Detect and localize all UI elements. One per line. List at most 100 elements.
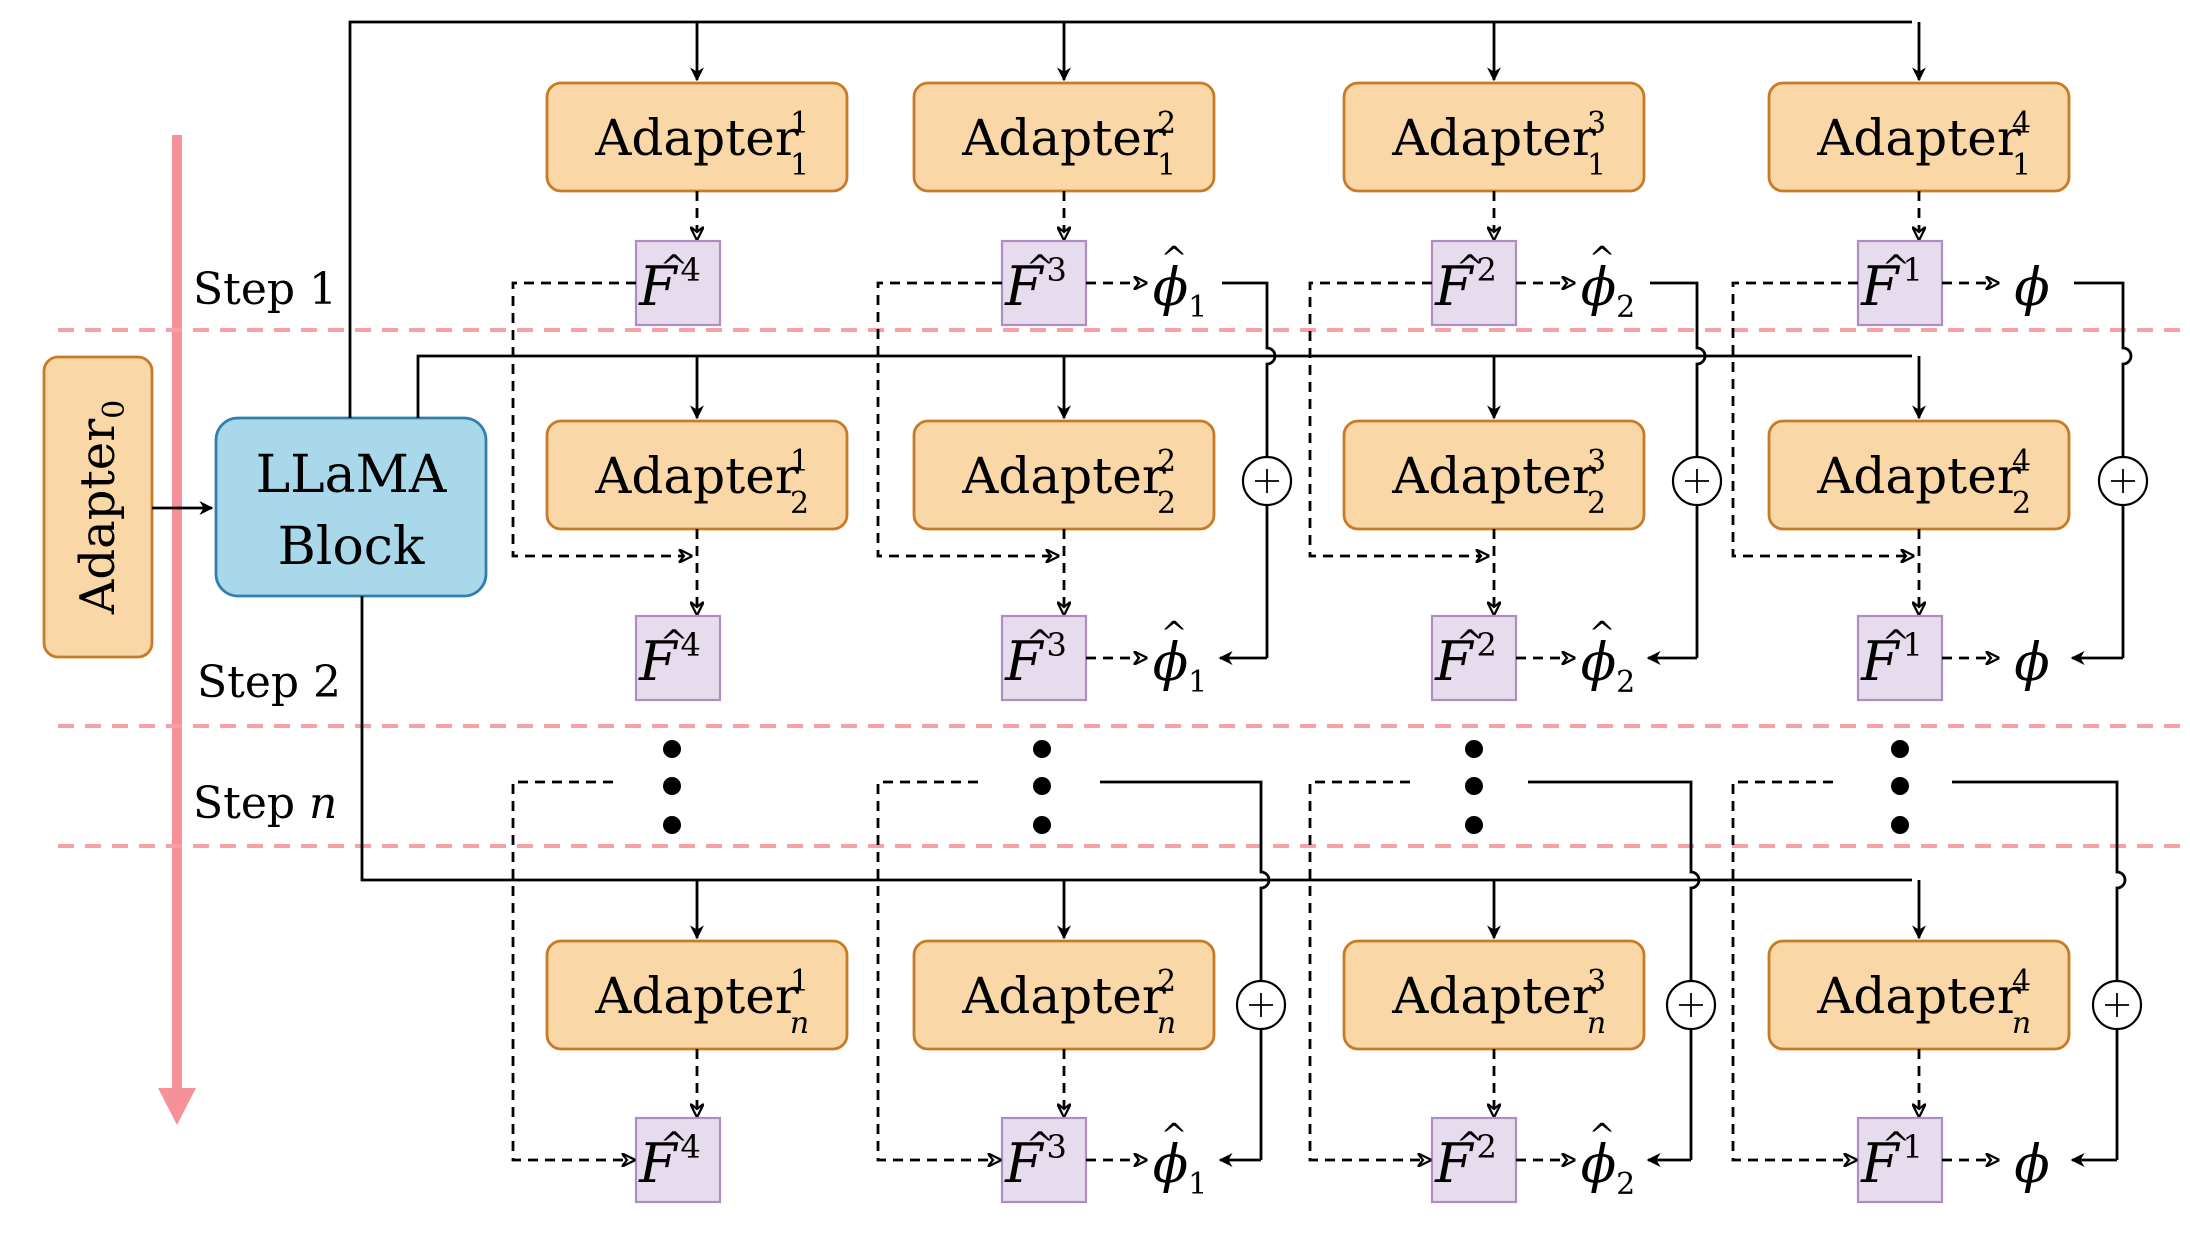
adapter-label: Adapter1 2 [594, 444, 809, 521]
hat-mark: ^ [1161, 1116, 1188, 1154]
f-hat-node [1856, 614, 1944, 702]
hat-mark: ^ [1456, 623, 1485, 663]
phi-label: ϕ1 [1153, 258, 1208, 325]
skip-connection [1731, 281, 1913, 556]
adapter-label: Adapter3 n [1391, 964, 1606, 1041]
f-hat-node [634, 239, 722, 327]
hat-mark: ^ [1456, 248, 1485, 288]
adapter-label: Adapter2 2 [961, 444, 1176, 521]
ellipsis-dot [1033, 816, 1051, 834]
hat-mark: ^ [660, 248, 689, 288]
f-hat-node [634, 614, 722, 702]
svg-text:Block: Block [278, 517, 425, 577]
hat-mark: ^ [1882, 1125, 1911, 1165]
adapter-label: Adapter4 1 [1816, 106, 2031, 183]
hat-mark: ^ [1589, 1116, 1616, 1154]
ellipsis-dot [1465, 777, 1483, 795]
residual-rail [1222, 281, 1277, 457]
f-hat-node [1430, 239, 1518, 327]
llama-block: LLaMA Block [214, 416, 488, 598]
f-hat-node [1000, 614, 1088, 702]
residual-rail [2074, 281, 2133, 457]
skip-connection [876, 281, 1058, 556]
f-hat-node [1430, 614, 1518, 702]
ellipsis-dot [1891, 777, 1909, 795]
skip-connection [876, 780, 1000, 1160]
ellipsis-dot [1891, 740, 1909, 758]
phi-label: ϕ2 [1581, 258, 1636, 325]
ellipsis-dot [663, 816, 681, 834]
adapter-label: Adapter4 2 [1816, 444, 2031, 521]
hat-mark: ^ [1882, 623, 1911, 663]
ellipsis-dot [663, 740, 681, 758]
hat-mark: ^ [1161, 239, 1188, 277]
residual-rail [1952, 780, 2127, 981]
adapter-label: Adapter3 2 [1391, 444, 1606, 521]
residual-rail [1528, 780, 1701, 981]
skip-connection [511, 281, 691, 556]
ellipsis-dot [1465, 740, 1483, 758]
hat-mark: ^ [660, 1125, 689, 1165]
skip-connection [511, 780, 634, 1160]
hat-mark: ^ [660, 623, 689, 663]
phi-label: ϕ1 [1153, 1135, 1208, 1202]
phi-label: ϕ2 [1581, 1135, 1636, 1202]
hat-mark: ^ [1026, 623, 1055, 663]
phi-label: ϕ1 [1153, 633, 1208, 700]
adapter-grid: Adapter1 1 Adapter2 1 Adapter3 1 Adapter4 1 Adap… [511, 22, 2149, 1204]
skip-connection [1731, 780, 1856, 1160]
adapter-label: Adapter1 n [594, 964, 809, 1041]
residual-rail [1100, 780, 1271, 981]
adapter-0-node: Adapter0 [42, 355, 154, 659]
step-progress-arrow [158, 135, 196, 1125]
skip-connection [1308, 780, 1430, 1160]
svg-text:LLaMA: LLaMA [256, 445, 448, 505]
f-hat-node [634, 1116, 722, 1204]
f-hat-node [1856, 1116, 1944, 1204]
residual-rail [1650, 281, 1707, 457]
phi-label: ϕ [2014, 633, 2049, 693]
hat-mark: ^ [1161, 614, 1188, 652]
svg-text:Adapter0: Adapter0 [70, 400, 132, 615]
adapter-label: Adapter1 1 [594, 106, 809, 183]
hat-mark: ^ [1589, 239, 1616, 277]
f-hat-node [1000, 1116, 1088, 1204]
hat-mark: ^ [1026, 248, 1055, 288]
adapter-label: Adapter2 n [961, 964, 1176, 1041]
ellipsis-dot [1033, 777, 1051, 795]
adapter-label: Adapter4 n [1816, 964, 2031, 1041]
phi-label: ϕ [2014, 258, 2049, 318]
hat-mark: ^ [1456, 1125, 1485, 1165]
ellipsis-dot [1033, 740, 1051, 758]
step-2-label: Step 2 [197, 657, 341, 708]
phi-label: ϕ2 [1581, 633, 1636, 700]
f-hat-node [1000, 239, 1088, 327]
step-n-label: Step n [193, 778, 337, 829]
skip-connection [1308, 281, 1488, 556]
llama-feed-lines [348, 20, 1912, 882]
f-hat-node [1430, 1116, 1518, 1204]
step-1-label: Step 1 [193, 264, 337, 315]
ellipsis-dot [1891, 816, 1909, 834]
phi-label: ϕ [2014, 1135, 2049, 1195]
adapter-label: Adapter2 1 [961, 106, 1176, 183]
adapter-label: Adapter3 1 [1391, 106, 1606, 183]
hat-mark: ^ [1589, 614, 1616, 652]
hat-mark: ^ [1882, 248, 1911, 288]
hat-mark: ^ [1026, 1125, 1055, 1165]
ellipsis-dot [663, 777, 681, 795]
ellipsis-dot [1465, 816, 1483, 834]
